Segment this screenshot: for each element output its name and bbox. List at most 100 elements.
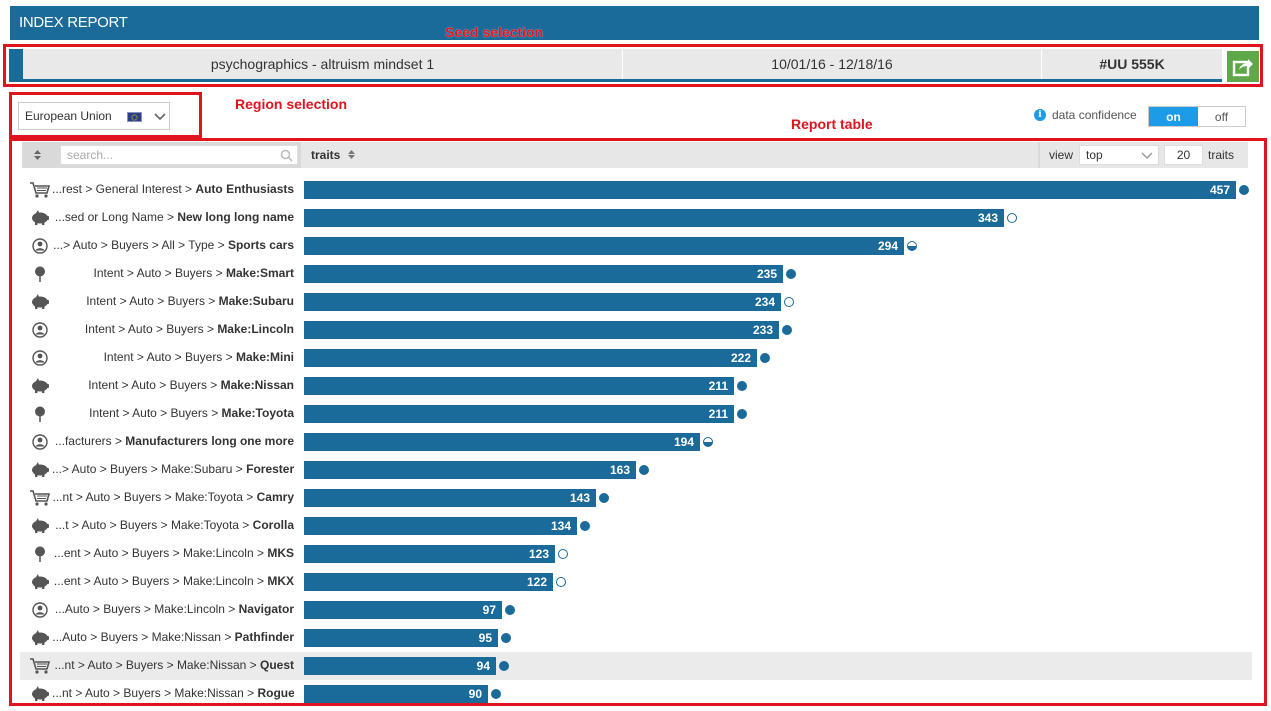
trait-path-prefix: Intent > Auto > Buyers >: [88, 378, 221, 392]
table-row[interactable]: Intent > Auto > Buyers > Make:Subaru 234: [20, 288, 1252, 316]
seed-date-range[interactable]: 10/01/16 - 12/18/16: [623, 49, 1042, 79]
index-value: 123: [528, 547, 549, 561]
index-bar[interactable]: 122: [304, 573, 553, 591]
trait-path-prefix: ...rest > General Interest >: [52, 182, 196, 196]
trait-path-prefix: ...nt > Auto > Buyers > Make:Nissan >: [52, 686, 258, 700]
index-bar[interactable]: 163: [304, 461, 636, 479]
table-row[interactable]: ...ent > Auto > Buyers > Make:Lincoln > …: [20, 568, 1252, 596]
index-bar[interactable]: 222: [304, 349, 757, 367]
index-bar[interactable]: 211: [304, 405, 734, 423]
view-select[interactable]: top: [1079, 145, 1159, 165]
index-bar[interactable]: 123: [304, 545, 555, 563]
traits-header-label: traits: [311, 148, 341, 162]
toggle-off-option[interactable]: off: [1197, 107, 1245, 126]
index-value: 222: [730, 351, 751, 365]
table-row[interactable]: Intent > Auto > Buyers > Make:Toyota 211: [20, 400, 1252, 428]
report-table-toolbar: search... traits view top 20 traits: [22, 142, 1248, 168]
seed-name[interactable]: psychographics - altruism mindset 1: [23, 49, 623, 79]
data-confidence-label: data confidence: [1052, 108, 1137, 122]
piggy-icon: [29, 573, 51, 591]
index-value: 234: [754, 295, 775, 309]
table-row[interactable]: ...Auto > Buyers > Make:Nissan > Pathfin…: [20, 624, 1252, 652]
table-row[interactable]: ...Auto > Buyers > Make:Lincoln > Naviga…: [20, 596, 1252, 624]
seed-annotation-label: Seed selection: [445, 24, 544, 40]
confidence-indicator-icon: [556, 577, 566, 587]
trait-path-label: ...nt > Auto > Buyers > Make:Nissan > Qu…: [52, 658, 294, 672]
index-bar[interactable]: 143: [304, 489, 596, 507]
table-row[interactable]: ...> Auto > Buyers > All > Type > Sports…: [20, 232, 1252, 260]
piggy-icon: [29, 461, 51, 479]
region-select[interactable]: European Union: [18, 102, 170, 130]
table-row[interactable]: ...t > Auto > Buyers > Make:Toyota > Cor…: [20, 512, 1252, 540]
table-row[interactable]: Intent > Auto > Buyers > Make:Nissan 211: [20, 372, 1252, 400]
export-button[interactable]: [1227, 51, 1259, 82]
confidence-indicator-icon: [1007, 213, 1017, 223]
info-icon[interactable]: i: [1034, 109, 1046, 121]
index-bar[interactable]: 134: [304, 517, 577, 535]
trait-name: Rogue: [257, 686, 294, 700]
index-value: 163: [609, 463, 630, 477]
table-row[interactable]: ...facturers > Manufacturers long one mo…: [20, 428, 1252, 456]
table-row[interactable]: Intent > Auto > Buyers > Make:Smart 235: [20, 260, 1252, 288]
trait-name: Make:Nissan: [220, 378, 294, 392]
index-value: 194: [673, 435, 694, 449]
index-bar[interactable]: 457: [304, 181, 1236, 199]
trait-path-prefix: Intent > Auto > Buyers >: [93, 266, 226, 280]
cart-icon: [29, 489, 51, 507]
index-value: 211: [708, 407, 728, 421]
table-row[interactable]: ...sed or Long Name > New long long name…: [20, 204, 1252, 232]
table-row[interactable]: ...nt > Auto > Buyers > Make:Nissan > Ro…: [20, 680, 1252, 708]
trait-path-label: ...Auto > Buyers > Make:Lincoln > Naviga…: [52, 602, 294, 616]
seed-selection-bar[interactable]: psychographics - altruism mindset 1 10/0…: [9, 49, 1222, 82]
trait-name: MKX: [267, 574, 294, 588]
index-bar[interactable]: 211: [304, 377, 734, 395]
confidence-indicator-icon: [760, 353, 770, 363]
trait-path-label: Intent > Auto > Buyers > Make:Smart: [52, 266, 294, 280]
index-bar[interactable]: 94: [304, 657, 496, 675]
table-row[interactable]: Intent > Auto > Buyers > Make:Lincoln 233: [20, 316, 1252, 344]
table-row[interactable]: ...nt > Auto > Buyers > Make:Nissan > Qu…: [20, 652, 1252, 680]
table-row[interactable]: ...ent > Auto > Buyers > Make:Lincoln > …: [20, 540, 1252, 568]
confidence-indicator-icon: [558, 549, 568, 559]
trait-path-label: Intent > Auto > Buyers > Make:Mini: [52, 350, 294, 364]
index-value: 94: [476, 659, 490, 673]
trait-path-label: Intent > Auto > Buyers > Make:Nissan: [52, 378, 294, 392]
index-bar[interactable]: 194: [304, 433, 700, 451]
trait-path-prefix: ...> Auto > Buyers > Make:Subaru >: [52, 462, 247, 476]
sort-icon[interactable]: [33, 149, 42, 161]
cart-icon: [29, 657, 51, 675]
eu-flag-icon: [127, 112, 142, 122]
toggle-on-option[interactable]: on: [1149, 107, 1198, 126]
view-selected-label: top: [1086, 148, 1103, 162]
search-input[interactable]: search...: [60, 145, 298, 165]
index-bar[interactable]: 234: [304, 293, 781, 311]
trait-path-prefix: ...ent > Auto > Buyers > Make:Lincoln >: [53, 546, 268, 560]
view-suffix-label: traits: [1208, 148, 1235, 162]
index-bar[interactable]: 343: [304, 209, 1004, 227]
person-icon: [29, 321, 51, 339]
table-row[interactable]: ...rest > General Interest > Auto Enthus…: [20, 176, 1252, 204]
index-bar[interactable]: 90: [304, 685, 488, 703]
confidence-indicator-icon: [784, 297, 794, 307]
traits-column-header[interactable]: traits: [301, 142, 1038, 168]
table-row[interactable]: ...> Auto > Buyers > Make:Subaru > Fores…: [20, 456, 1252, 484]
index-value: 95: [478, 631, 492, 645]
index-bar[interactable]: 294: [304, 237, 904, 255]
index-bar[interactable]: 233: [304, 321, 779, 339]
trait-path-label: ...facturers > Manufacturers long one mo…: [52, 434, 294, 448]
table-row[interactable]: ...nt > Auto > Buyers > Make:Toyota > Ca…: [20, 484, 1252, 512]
trait-name: Corolla: [252, 518, 294, 532]
table-row[interactable]: Intent > Auto > Buyers > Make:Mini 222: [20, 344, 1252, 372]
trait-name: Camry: [256, 490, 294, 504]
view-count-input[interactable]: 20: [1164, 145, 1203, 165]
index-bar[interactable]: 97: [304, 601, 502, 619]
data-confidence-toggle[interactable]: on off: [1148, 106, 1246, 127]
index-bar[interactable]: 235: [304, 265, 783, 283]
index-bar[interactable]: 95: [304, 629, 498, 647]
index-value: 90: [468, 687, 482, 701]
index-value: 294: [877, 239, 898, 253]
search-placeholder: search...: [67, 148, 114, 162]
person-icon: [29, 237, 51, 255]
trait-path-label: ...rest > General Interest > Auto Enthus…: [52, 182, 294, 196]
trait-name: Make:Toyota: [221, 406, 294, 420]
